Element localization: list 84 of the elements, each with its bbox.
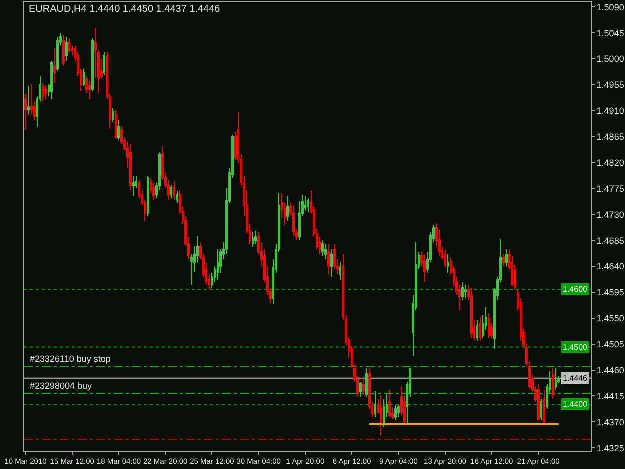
y-tick-label: 1.4550 [596,314,624,324]
candlestick [118,120,120,141]
ref-line-label: 1.4400 [563,400,588,409]
candlestick [112,108,114,122]
candlestick [132,176,135,197]
y-tick-label: 1.4415 [596,391,624,402]
y-tick-label: 1.4640 [596,262,624,272]
candlestick [88,80,92,100]
candlestick [424,254,426,283]
ref-line-label: 1.4500 [563,343,588,352]
candlestick [540,399,543,421]
y-tick-label: 1.4820 [596,158,624,168]
candlestick [488,312,490,340]
candlestick [307,198,310,212]
candlestick [292,204,296,237]
candlestick [54,48,56,84]
y-tick-label: 1.4370 [596,417,624,428]
candlestick [328,244,330,276]
candlestick [24,94,28,130]
candlestick [322,240,324,257]
y-tick-label: 1.5045 [596,28,624,38]
candlestick [397,404,400,418]
ref-line-label: 1.4446 [563,374,588,383]
candlestick [254,230,258,245]
candlestick [42,82,44,102]
candlestick [114,109,118,140]
candlestick [82,68,86,87]
candlestick [339,262,342,280]
candlestick [65,36,68,62]
candlestick [374,391,377,418]
candlestick [216,248,220,280]
y-tick-label: 1.4775 [596,184,624,194]
candlestick [92,38,94,92]
ref-line-label: #23326110 buy stop [30,354,111,364]
candlestick [56,36,60,72]
candlestick [44,86,48,100]
y-tick-label: 1.5000 [596,54,624,64]
y-tick-label: 1.4865 [596,132,624,142]
y-tick-label: 1.4955 [596,80,624,90]
candlestick [552,368,554,400]
candlestick [146,176,150,217]
candlestick [394,404,398,421]
y-tick-label: 1.4730 [596,210,624,220]
candlestick [129,144,132,191]
candlestick [152,182,156,201]
candlestick [324,244,328,260]
y-tick-label: 1.4325 [596,443,624,454]
candlestick [68,38,71,54]
candlestick [462,282,464,300]
y-tick-label: 1.4505 [596,340,624,350]
candlestick [330,248,333,278]
candlestick [388,389,392,418]
candlestick [464,284,467,299]
candlestick [170,184,173,200]
candlestick [380,394,382,436]
candlestick [446,254,450,274]
ref-line-label: 1.4600 [563,285,588,294]
y-tick-label: 1.4460 [596,365,624,376]
candlestick [444,248,447,268]
candlestick [252,231,254,248]
candlestick [505,248,508,268]
candlestick [173,180,176,201]
candlestick [554,368,558,390]
candlestick [62,34,65,66]
candlestick [537,384,540,421]
candlestick [365,368,368,398]
candlestick [360,381,362,398]
chart-title: EURAUD,H4 1.4440 1.4450 1.4437 1.4446 [29,4,221,15]
candlestick [476,320,479,342]
candlestick [479,316,482,342]
candlestick [27,86,30,116]
candlestick [470,287,473,339]
y-tick-label: 1.4910 [596,106,624,116]
y-tick-label: 1.5090 [596,2,624,12]
y-tick-label: 1.4595 [596,288,624,298]
candlestick [543,389,546,425]
y-tick-label: 1.4685 [596,236,624,246]
candlestick [362,378,365,396]
candlestick [286,196,290,222]
candlestick [50,60,54,100]
candlestick [176,190,179,204]
candlestick [103,52,106,76]
ref-line-label: #23298004 buy [30,381,93,391]
candlestick [502,254,505,268]
